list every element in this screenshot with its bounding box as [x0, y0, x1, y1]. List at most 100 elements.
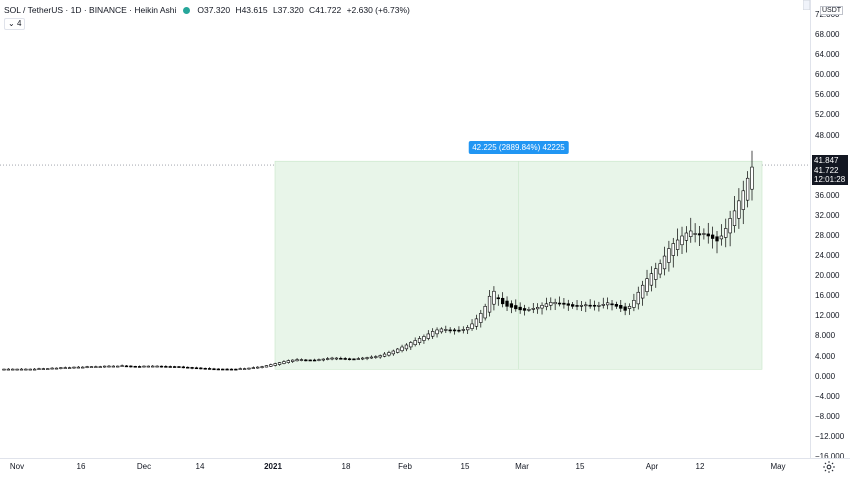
scale-drag-handle-icon[interactable]	[803, 0, 810, 10]
candle	[273, 362, 277, 367]
candle	[697, 226, 702, 247]
symbol-title[interactable]: SOL / TetherUS · 1D · BINANCE · Heikin A…	[4, 5, 177, 15]
candle	[277, 361, 282, 366]
candle	[107, 365, 111, 368]
candle	[269, 363, 273, 368]
candle	[330, 356, 334, 361]
candle	[94, 365, 98, 368]
candle	[566, 299, 570, 311]
candle	[32, 367, 37, 371]
candle	[544, 297, 549, 311]
candle	[72, 366, 76, 369]
candle	[422, 334, 426, 344]
candle	[509, 300, 514, 314]
bar-countdown: 12:01:28	[812, 174, 848, 186]
candle	[741, 180, 745, 225]
open-value: 37.320	[204, 5, 231, 15]
close-value: 41.722	[315, 5, 342, 15]
candle	[496, 294, 500, 306]
candle	[50, 367, 54, 370]
candle	[203, 367, 207, 370]
candle	[391, 349, 395, 356]
candle	[461, 326, 465, 334]
candle	[247, 367, 251, 370]
candle	[492, 286, 496, 311]
candle	[124, 364, 129, 368]
currency-label[interactable]: USDT	[820, 6, 844, 15]
chart-plot-area[interactable]	[0, 0, 810, 458]
candle	[312, 358, 317, 362]
candle	[487, 290, 492, 317]
price-tick-label: 60.000	[815, 70, 840, 80]
candle	[549, 297, 553, 311]
candle	[444, 325, 448, 333]
candle	[137, 365, 142, 368]
price-axis[interactable]	[810, 0, 850, 458]
candle	[365, 356, 369, 361]
candle	[146, 365, 151, 368]
market-status-icon	[183, 6, 191, 14]
candle	[251, 366, 255, 369]
price-tick-label: 8.000	[815, 331, 836, 341]
candle	[378, 354, 382, 359]
candle	[745, 171, 750, 208]
candle	[260, 365, 264, 369]
gear-icon[interactable]	[822, 460, 836, 474]
price-tick-label: 52.000	[815, 110, 840, 120]
candle	[479, 309, 483, 328]
candle	[575, 299, 579, 311]
candle	[98, 365, 102, 368]
candle	[448, 327, 452, 334]
candle	[85, 365, 89, 369]
candle	[6, 368, 11, 371]
candle	[352, 358, 356, 361]
candle	[2, 368, 6, 371]
candle	[120, 364, 124, 367]
time-tick-label: 16	[76, 462, 86, 471]
candle	[347, 357, 352, 361]
time-tick-label: May	[770, 462, 786, 471]
candle	[54, 367, 59, 370]
candle	[675, 228, 680, 257]
candle	[662, 246, 667, 276]
candle	[102, 365, 107, 368]
price-tick-label: 24.000	[815, 251, 840, 261]
candle	[645, 269, 649, 296]
candle	[321, 358, 325, 362]
candle	[81, 366, 85, 369]
collapse-indicators-button[interactable]: ⌄ 4	[4, 18, 26, 30]
candle	[164, 365, 168, 368]
price-tick-label: −4.000	[815, 391, 840, 401]
candle	[452, 327, 457, 335]
candle	[540, 302, 544, 315]
candle	[116, 365, 120, 368]
price-tick-label: 12.000	[815, 311, 840, 321]
candle	[177, 366, 181, 368]
candle	[470, 319, 474, 331]
candle	[640, 280, 645, 306]
chevron-down-icon: ⌄	[8, 19, 15, 28]
candle	[207, 367, 212, 370]
candle	[396, 348, 400, 354]
candle	[151, 365, 155, 368]
time-axis[interactable]	[0, 458, 850, 478]
high-value: 43.615	[241, 5, 268, 15]
change-value: +2.630 (+6.73%)	[346, 5, 410, 15]
candle	[649, 266, 654, 292]
candle	[750, 150, 754, 201]
price-tick-label: 32.000	[815, 210, 840, 220]
candle	[317, 358, 321, 362]
ohlc-values: O37.320 H43.615 L37.320 C41.722 +2.630 (…	[197, 5, 412, 15]
price-tick-label: 20.000	[815, 271, 840, 281]
candle	[181, 365, 186, 369]
candle	[190, 366, 194, 370]
candle	[282, 360, 286, 365]
price-tick-label: 16.000	[815, 291, 840, 301]
candlestick-chart[interactable]	[0, 0, 810, 458]
candle	[671, 237, 675, 268]
candle	[382, 351, 387, 358]
time-tick-label: 15	[460, 462, 470, 471]
candle	[597, 301, 601, 312]
time-tick-label: Mar	[515, 462, 529, 471]
time-tick-label: Dec	[136, 462, 152, 471]
